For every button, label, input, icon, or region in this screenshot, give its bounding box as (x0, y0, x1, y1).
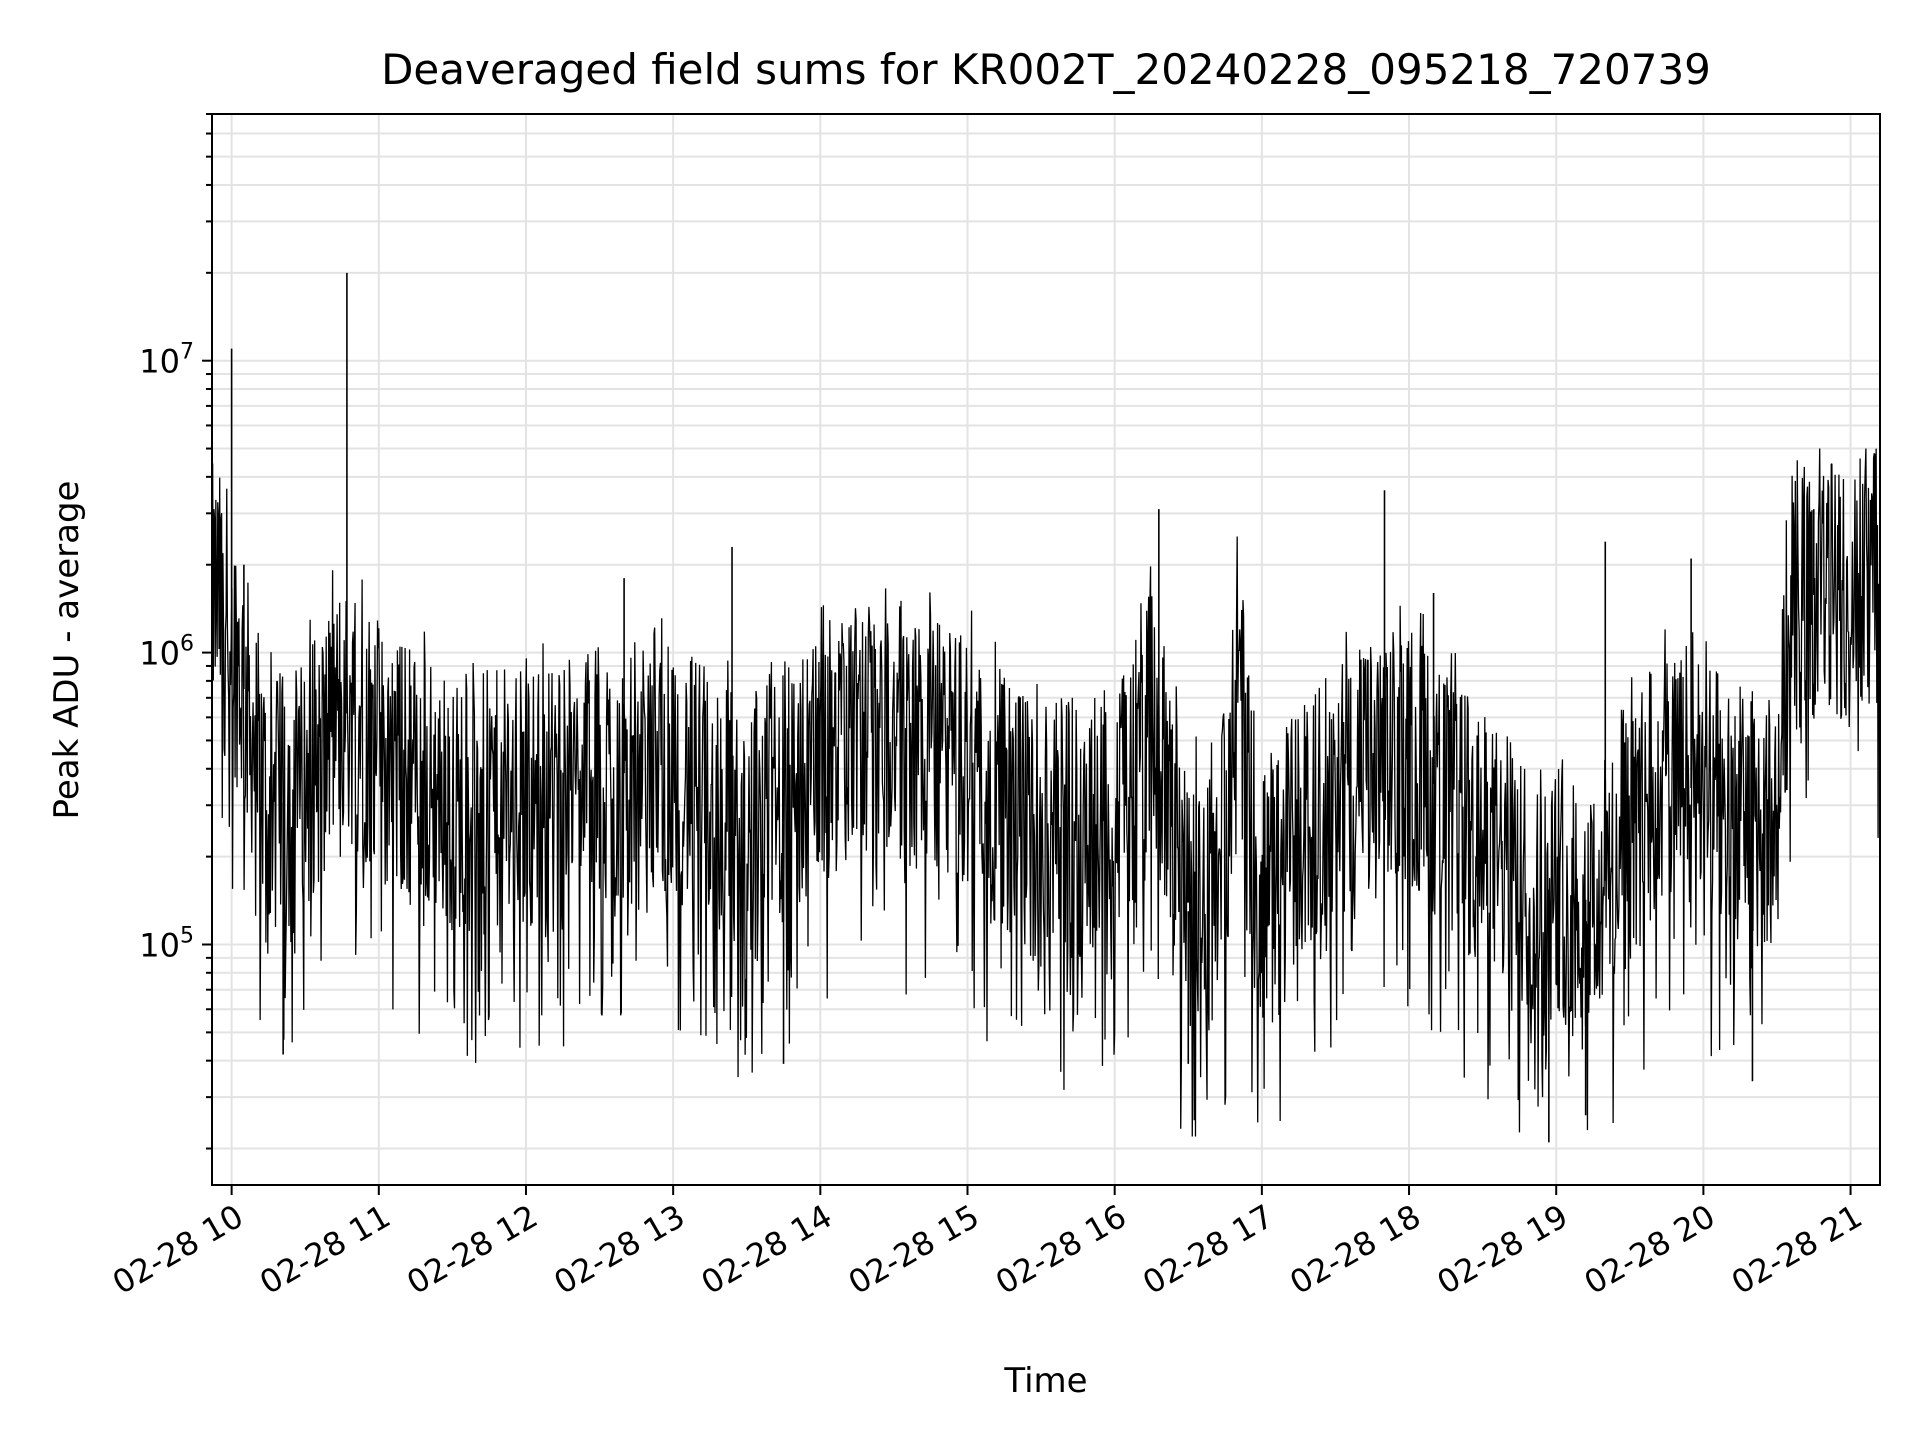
y-tick-label: 107 (139, 340, 194, 381)
data-series (212, 272, 1880, 1143)
y-tick-label: 105 (139, 923, 194, 964)
series-line (212, 448, 1880, 1137)
grid (212, 113, 1880, 1185)
chart-title: Deaveraged field sums for KR002T_2024022… (381, 45, 1711, 94)
y-axis-label: Peak ADU - average (47, 481, 87, 820)
y-axis: 105 106 107 (139, 113, 212, 1150)
plot-frame (211, 113, 1881, 1186)
y-tick-label: 106 (139, 632, 194, 673)
x-axis-label: Time (1003, 1361, 1087, 1401)
